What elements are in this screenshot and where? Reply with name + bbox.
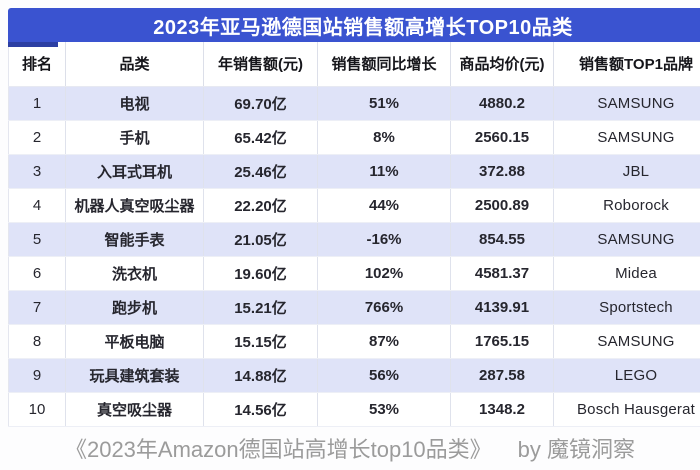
price-cell: 4880.2 xyxy=(450,86,554,121)
growth-cell: 53% xyxy=(317,392,451,427)
banner-corner-tab xyxy=(8,42,58,47)
growth-cell: 8% xyxy=(317,120,451,155)
growth-cell: 51% xyxy=(317,86,451,121)
brand-cell: SAMSUNG xyxy=(553,222,700,257)
growth-cell: -16% xyxy=(317,222,451,257)
sales-cell: 21.05亿 xyxy=(203,222,318,257)
table-row: 4 机器人真空吸尘器 22.20亿 44% 2500.89 Roborock xyxy=(8,188,700,223)
sales-cell: 15.15亿 xyxy=(203,324,318,359)
table-row: 1 电视 69.70亿 51% 4880.2 SAMSUNG xyxy=(8,86,700,121)
rank-cell: 5 xyxy=(8,222,66,257)
sales-cell: 69.70亿 xyxy=(203,86,318,121)
rank-cell: 8 xyxy=(8,324,66,359)
rank-cell: 6 xyxy=(8,256,66,291)
table-row: 9 玩具建筑套装 14.88亿 56% 287.58 LEGO xyxy=(8,358,700,393)
rank-cell: 2 xyxy=(8,120,66,155)
column-header-top-brand: 销售额TOP1品牌 xyxy=(553,42,700,87)
rank-cell: 10 xyxy=(8,392,66,427)
title-banner: 2023年亚马逊德国站销售额高增长TOP10品类 xyxy=(8,8,700,42)
table-row: 6 洗衣机 19.60亿 102% 4581.37 Midea xyxy=(8,256,700,291)
brand-cell: Midea xyxy=(553,256,700,291)
brand-cell: SAMSUNG xyxy=(553,120,700,155)
growth-cell: 44% xyxy=(317,188,451,223)
category-cell: 入耳式耳机 xyxy=(65,154,204,189)
growth-cell: 102% xyxy=(317,256,451,291)
rank-cell: 7 xyxy=(8,290,66,325)
category-cell: 平板电脑 xyxy=(65,324,204,359)
category-cell: 真空吸尘器 xyxy=(65,392,204,427)
price-cell: 854.55 xyxy=(450,222,554,257)
category-cell: 电视 xyxy=(65,86,204,121)
brand-cell: LEGO xyxy=(553,358,700,393)
page-title: 2023年亚马逊德国站销售额高增长TOP10品类 xyxy=(153,16,573,39)
sales-cell: 15.21亿 xyxy=(203,290,318,325)
table-row: 10 真空吸尘器 14.56亿 53% 1348.2 Bosch Hausgerat xyxy=(8,392,700,427)
rank-cell: 1 xyxy=(8,86,66,121)
source-title: 《2023年Amazon德国站高增长top10品类》 xyxy=(64,437,492,462)
growth-cell: 11% xyxy=(317,154,451,189)
growth-cell: 56% xyxy=(317,358,451,393)
footer-caption: 《2023年Amazon德国站高增长top10品类》 by 魔镜洞察 xyxy=(0,432,700,464)
table-body: 1 电视 69.70亿 51% 4880.2 SAMSUNG 2 手机 65.42亿 8% 2560… xyxy=(8,86,700,427)
column-header-yoy-growth: 销售额同比增长 xyxy=(317,42,451,87)
price-cell: 4581.37 xyxy=(450,256,554,291)
sales-cell: 14.56亿 xyxy=(203,392,318,427)
price-cell: 372.88 xyxy=(450,154,554,189)
price-cell: 2560.15 xyxy=(450,120,554,155)
column-header-rank: 排名 xyxy=(8,42,66,87)
category-cell: 机器人真空吸尘器 xyxy=(65,188,204,223)
brand-cell: Bosch Hausgerat xyxy=(553,392,700,427)
brand-cell: JBL xyxy=(553,154,700,189)
growth-cell: 87% xyxy=(317,324,451,359)
brand-cell: SAMSUNG xyxy=(553,324,700,359)
sales-cell: 25.46亿 xyxy=(203,154,318,189)
brand-cell: SAMSUNG xyxy=(553,86,700,121)
source-attribution: by 魔镜洞察 xyxy=(517,437,636,462)
category-cell: 跑步机 xyxy=(65,290,204,325)
category-cell: 智能手表 xyxy=(65,222,204,257)
rank-cell: 4 xyxy=(8,188,66,223)
column-header-category: 品类 xyxy=(65,42,204,87)
category-cell: 手机 xyxy=(65,120,204,155)
table-row: 7 跑步机 15.21亿 766% 4139.91 Sportstech xyxy=(8,290,700,325)
category-cell: 洗衣机 xyxy=(65,256,204,291)
sales-cell: 19.60亿 xyxy=(203,256,318,291)
growth-cell: 766% xyxy=(317,290,451,325)
table-row: 5 智能手表 21.05亿 -16% 854.55 SAMSUNG xyxy=(8,222,700,257)
brand-cell: Sportstech xyxy=(553,290,700,325)
brand-cell: Roborock xyxy=(553,188,700,223)
price-cell: 4139.91 xyxy=(450,290,554,325)
table-row: 3 入耳式耳机 25.46亿 11% 372.88 JBL xyxy=(8,154,700,189)
ranking-table: 排名 品类 年销售额(元) 销售额同比增长 商品均价(元) 销售额TOP1品牌 … xyxy=(8,42,700,427)
price-cell: 287.58 xyxy=(450,358,554,393)
sales-cell: 22.20亿 xyxy=(203,188,318,223)
rank-cell: 9 xyxy=(8,358,66,393)
column-header-avg-price: 商品均价(元) xyxy=(450,42,554,87)
rank-cell: 3 xyxy=(8,154,66,189)
sales-cell: 14.88亿 xyxy=(203,358,318,393)
sales-cell: 65.42亿 xyxy=(203,120,318,155)
table-row: 8 平板电脑 15.15亿 87% 1765.15 SAMSUNG xyxy=(8,324,700,359)
price-cell: 2500.89 xyxy=(450,188,554,223)
price-cell: 1348.2 xyxy=(450,392,554,427)
category-cell: 玩具建筑套装 xyxy=(65,358,204,393)
column-header-annual-sales: 年销售额(元) xyxy=(203,42,318,87)
price-cell: 1765.15 xyxy=(450,324,554,359)
table-header-row: 排名 品类 年销售额(元) 销售额同比增长 商品均价(元) 销售额TOP1品牌 xyxy=(8,42,700,87)
table-row: 2 手机 65.42亿 8% 2560.15 SAMSUNG xyxy=(8,120,700,155)
